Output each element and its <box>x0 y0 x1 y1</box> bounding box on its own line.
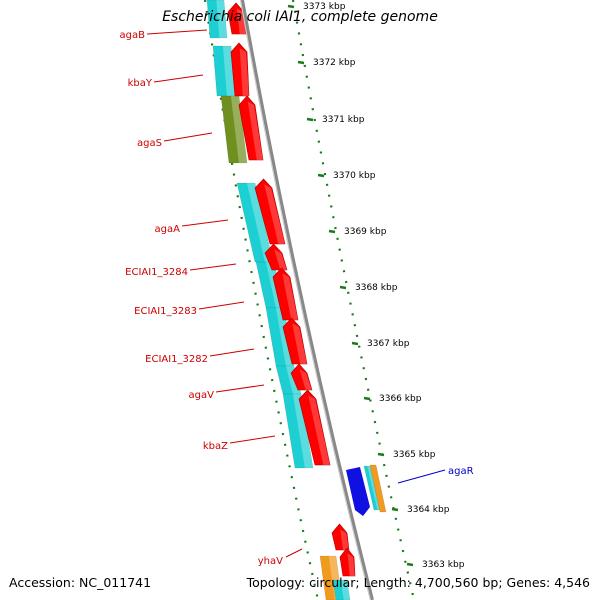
gene-arrow-agaV <box>290 363 313 391</box>
genome-summary-text: Topology: circular; Length: 4,700,560 bp… <box>246 575 590 590</box>
gene-label-agaR: agaR <box>448 466 474 477</box>
leader-agaR <box>397 469 446 484</box>
label-leader-lines <box>146 29 446 558</box>
gene-arrow-yhaV-2-shine <box>347 553 355 576</box>
kbp-tick-3369 <box>328 229 336 234</box>
map-title: Escherichia coli IAI1, complete genome <box>162 9 438 25</box>
gene-label-agaB: agaB <box>120 30 146 41</box>
tick-marks <box>203 0 416 600</box>
leader-yhaV <box>285 548 303 558</box>
kbp-label-3370: 3370 kbp <box>333 171 376 181</box>
gene-arrow-kbaY-shine <box>239 48 249 96</box>
gene-label-yhaV: yhaV <box>258 556 283 567</box>
kbp-label-3371: 3371 kbp <box>322 115 365 125</box>
leader-agaB <box>146 29 208 35</box>
leader-ECIAI1_3283 <box>198 301 245 310</box>
gene-label-ECIAI1_3284: ECIAI1_3284 <box>125 267 188 278</box>
gene-arrow-kbaZ <box>298 389 331 466</box>
gene-label-agaV: agaV <box>189 390 215 401</box>
leader-agaA <box>181 219 229 227</box>
kbp-scale-labels: 3373 kbp 3372 kbp 3371 kbp 3370 kbp 3369 kbp… <box>303 2 465 570</box>
kbp-tick-3365 <box>377 452 385 457</box>
feature-block-kbaZ-shine <box>292 394 313 468</box>
gene-arrow-agaV-shine <box>299 369 312 390</box>
gene-arrow-kbaY <box>230 42 250 97</box>
leader-kbaZ <box>229 435 276 444</box>
kbp-tick-3364 <box>391 507 399 512</box>
kbp-tick-3368 <box>339 285 347 290</box>
gene-features <box>206 0 387 600</box>
backbone-line <box>240 0 374 600</box>
feature-block-yhaV-cyan <box>332 579 351 600</box>
kbp-tick-3370 <box>317 173 325 178</box>
backbone-highlight <box>240 0 371 600</box>
kbp-label-3369: 3369 kbp <box>344 227 387 237</box>
gene-arrow-agaA <box>254 178 286 245</box>
kbp-tick-3367 <box>351 341 359 346</box>
gene-arrow-agaS <box>238 95 264 161</box>
kbp-label-3372: 3372 kbp <box>313 58 356 68</box>
kbp-label-3373: 3373 kbp <box>303 2 346 12</box>
feature-block-agaR-blue <box>346 467 370 516</box>
gene-arrow-ECIAI1_3284-shine <box>274 249 287 270</box>
feature-block-agaS-shine <box>230 96 247 163</box>
kbp-label-3367: 3367 kbp <box>367 339 410 349</box>
leader-kbaY <box>153 74 204 83</box>
leader-ECIAI1_3282 <box>209 348 255 357</box>
gene-arrow-agaB-shine <box>236 8 246 34</box>
gene-arrow-ECIAI1_3283-shine <box>282 273 298 320</box>
gene-arrow-yhaV-1-shine <box>340 529 349 550</box>
feature-block-agaB-shine <box>216 0 227 38</box>
gene-arrow-ECIAI1_3282 <box>282 317 308 365</box>
kbp-tick-3372 <box>297 60 305 65</box>
leader-agaS <box>163 132 213 142</box>
kbp-label-3368: 3368 kbp <box>355 283 398 293</box>
kbp-label-3365: 3365 kbp <box>393 450 436 460</box>
gene-label-ECIAI1_3283: ECIAI1_3283 <box>134 306 197 317</box>
leader-ECIAI1_3284 <box>189 263 237 271</box>
feature-block-agaR-cyan-shine <box>367 466 380 510</box>
feature-block-agaA-shine <box>246 183 273 262</box>
kbp-tick-3373 <box>287 4 295 9</box>
backbone-track <box>240 0 374 600</box>
gene-labels: agaB kbaY agaS agaA ECIAI1_3284 ECIAI1_3283 EC… <box>120 30 474 567</box>
kbp-tick-3366 <box>363 396 371 401</box>
kbp-label-3363: 3363 kbp <box>422 560 465 570</box>
accession-text: Accession: NC_011741 <box>9 575 152 590</box>
kbp-tick-3371 <box>306 117 314 122</box>
gene-label-ECIAI1_3282: ECIAI1_3282 <box>145 354 208 365</box>
feature-block-yhaV-cyan-shine <box>340 580 350 600</box>
gene-arrow-agaS-shine <box>247 101 263 160</box>
gene-arrow-yhaV-2 <box>339 547 356 577</box>
kbp-label-3366: 3366 kbp <box>379 394 422 404</box>
gene-label-kbaZ: kbaZ <box>203 441 228 452</box>
leader-agaV <box>215 384 265 393</box>
gene-arrow-ECIAI1_3282-shine <box>292 323 307 364</box>
feature-block-agaR-orange <box>369 464 387 513</box>
feature-block-agaB <box>206 0 228 39</box>
feature-block-kbaZ <box>282 393 314 469</box>
gene-label-agaA: agaA <box>155 224 181 235</box>
kbp-label-3364: 3364 kbp <box>407 505 450 515</box>
gene-arrow-agaA-shine <box>264 184 285 244</box>
gene-arrow-yhaV-1 <box>331 523 350 551</box>
gene-label-kbaY: kbaY <box>128 78 153 89</box>
gene-label-agaS: agaS <box>137 138 162 149</box>
gene-arrow-kbaZ-shine <box>308 395 330 465</box>
kbp-tick-3363 <box>406 562 414 567</box>
